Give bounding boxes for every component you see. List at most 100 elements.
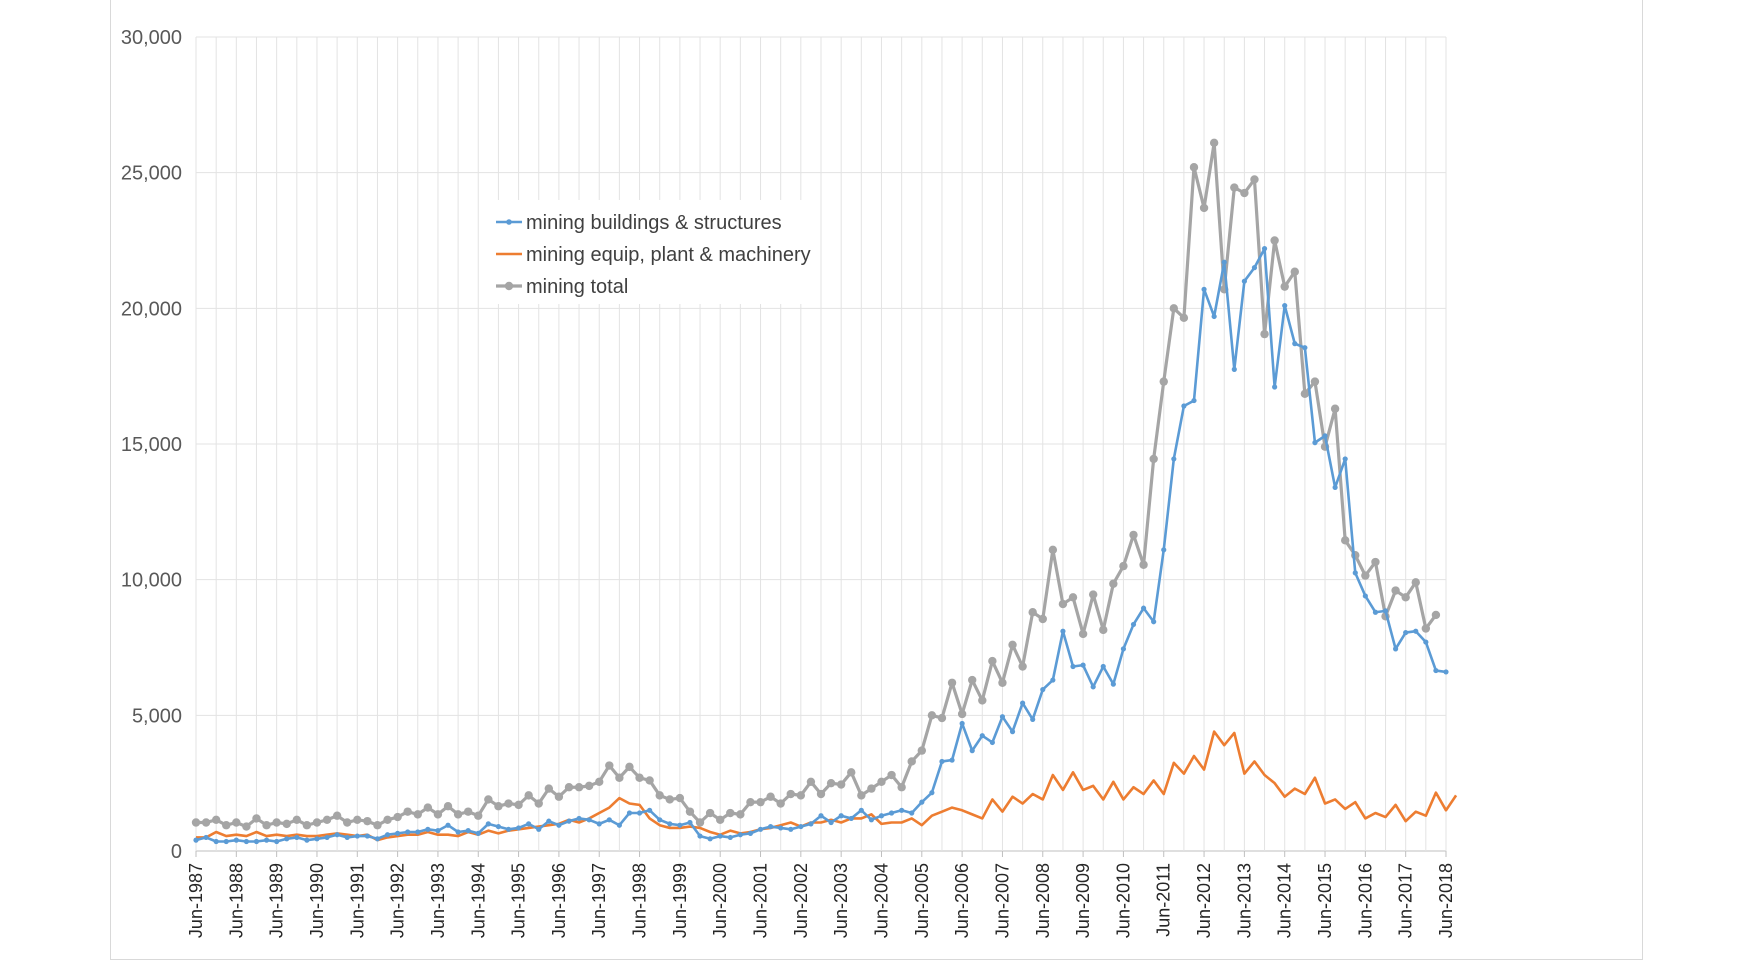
data-point [605, 761, 614, 770]
data-point [353, 815, 362, 824]
x-tick-label: Jun-1993 [428, 863, 448, 938]
data-point [636, 810, 643, 816]
data-point [1282, 303, 1288, 309]
data-point [574, 783, 584, 792]
data-point [808, 821, 814, 827]
data-point [1191, 397, 1197, 404]
data-point [292, 815, 302, 824]
data-point [1371, 557, 1380, 567]
data-point [919, 799, 925, 805]
data-point [1332, 484, 1338, 491]
data-point [1078, 629, 1088, 639]
x-tick-label: Jun-2006 [952, 863, 972, 938]
data-point [1028, 608, 1037, 617]
legend-item: mining buildings & structures [496, 212, 782, 234]
data-point [1100, 663, 1106, 670]
data-point [415, 829, 421, 835]
legend-item: mining total [496, 276, 628, 298]
data-point [929, 790, 935, 796]
data-point [253, 838, 260, 845]
data-point [322, 815, 332, 824]
data-point [978, 696, 987, 705]
data-point [897, 783, 906, 792]
data-point [515, 825, 522, 831]
data-point [596, 821, 602, 827]
data-point [806, 777, 816, 787]
data-point [343, 818, 352, 827]
data-point [939, 758, 945, 765]
data-point [615, 773, 624, 782]
x-tick-label: Jun-1994 [468, 863, 488, 938]
data-point [838, 813, 844, 819]
data-point [354, 833, 360, 839]
data-point [364, 833, 370, 839]
legend-background [486, 200, 816, 304]
data-point [647, 807, 653, 813]
legend-item: mining equip, plant & machinery [496, 244, 811, 266]
data-point [657, 817, 663, 823]
data-point [778, 825, 784, 831]
data-point [816, 789, 826, 799]
gridlines [195, 36, 1447, 852]
data-point [1411, 578, 1420, 587]
data-point [1140, 605, 1147, 611]
data-point [847, 768, 856, 777]
data-point [858, 807, 864, 813]
x-tick-label: Jun-2007 [992, 863, 1012, 938]
y-tick-label: 0 [171, 841, 182, 863]
data-point [282, 819, 291, 829]
data-point [272, 818, 281, 827]
data-point [1169, 304, 1179, 313]
data-point [554, 792, 564, 801]
data-point [403, 807, 412, 816]
data-point [1342, 456, 1348, 462]
data-point [514, 800, 523, 810]
data-point [695, 818, 705, 827]
data-point [433, 810, 443, 819]
data-point [1189, 163, 1199, 172]
data-point [242, 822, 251, 831]
data-point [1171, 456, 1177, 462]
data-point [262, 821, 271, 830]
data-point [616, 822, 622, 828]
data-point [767, 823, 774, 830]
series-line [196, 141, 1438, 829]
data-point [1241, 278, 1247, 284]
data-point [1362, 593, 1368, 599]
data-point [989, 739, 995, 746]
data-point [1070, 663, 1076, 670]
x-tick-label: Jun-2015 [1315, 863, 1335, 938]
data-point [302, 821, 312, 830]
legend-label: mining buildings & structures [526, 212, 782, 234]
x-tick-label: Jun-1988 [226, 863, 246, 938]
data-point [1090, 684, 1096, 690]
data-point [705, 808, 715, 818]
data-point [1382, 608, 1389, 614]
data-point [685, 807, 695, 816]
data-point [536, 826, 542, 832]
data-point [1230, 183, 1239, 192]
data-point [223, 838, 229, 845]
data-point [796, 791, 806, 800]
data-point [1443, 669, 1449, 675]
data-point [1050, 677, 1056, 683]
data-point [887, 770, 896, 780]
data-point [274, 838, 280, 845]
y-tick-label: 10,000 [121, 570, 182, 592]
data-point [675, 793, 685, 803]
data-point [1330, 404, 1340, 413]
x-tick-label: Jun-2002 [791, 863, 811, 938]
data-point [1361, 571, 1370, 580]
data-point [726, 808, 735, 818]
data-point [979, 733, 985, 739]
series-0 [193, 246, 1449, 845]
x-tick-label: Jun-2017 [1396, 863, 1416, 938]
data-point [917, 746, 927, 755]
x-tick-label: Jun-1999 [670, 863, 690, 938]
data-point [1151, 619, 1157, 625]
data-point [927, 711, 937, 720]
data-point [1008, 640, 1017, 649]
data-point [907, 757, 916, 766]
data-point [564, 783, 574, 792]
data-point [1302, 345, 1308, 351]
